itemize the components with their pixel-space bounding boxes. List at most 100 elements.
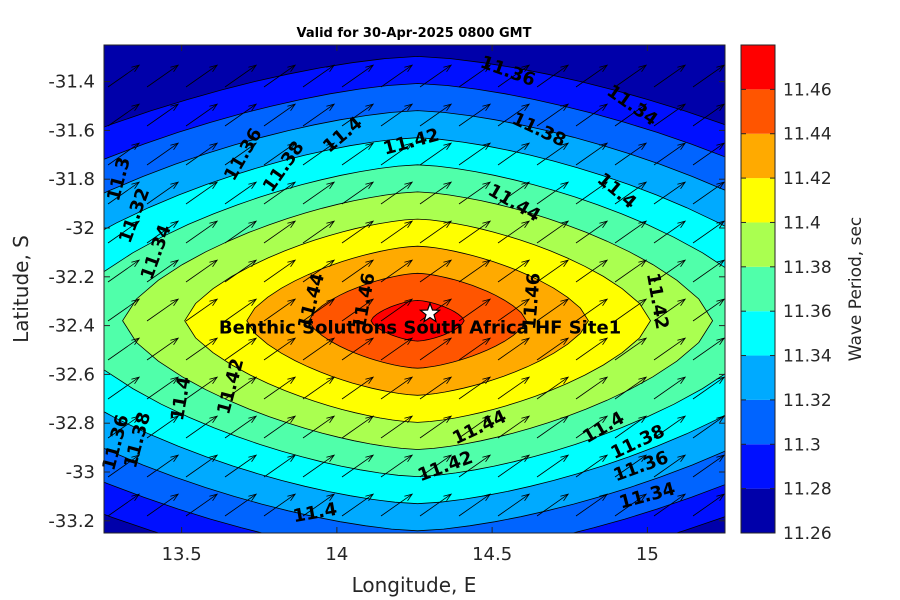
x-axis-label: Longitude, E (352, 573, 477, 597)
vector-arrow (653, 220, 687, 244)
vector-arrow (263, 64, 297, 88)
vector-arrow (692, 220, 725, 244)
vector-arrow (497, 376, 531, 400)
colorbar-label: Wave Period, sec (846, 217, 866, 362)
vector-arrow (224, 454, 258, 478)
vector-arrow (146, 259, 180, 283)
vector-arrow (692, 415, 725, 439)
vector-arrow (614, 337, 648, 361)
y-axis-label: Latitude, S (9, 235, 33, 343)
site-label: Benthic Solutions South Africa HF Site1 (219, 317, 621, 338)
vector-arrow (458, 64, 492, 88)
vector-arrow (536, 142, 570, 166)
vector-arrow (263, 220, 297, 244)
vector-arrow (185, 64, 219, 88)
vector-arrow (263, 337, 297, 361)
vector-arrow (614, 64, 648, 88)
y-tick-label: -32.6 (48, 364, 95, 385)
plot-frame (103, 44, 726, 534)
contour-line (104, 110, 725, 532)
colorbar-tick-label: 11.32 (783, 391, 832, 411)
vector-arrow (458, 298, 492, 322)
vector-arrow (458, 454, 492, 478)
vector-arrow (146, 454, 180, 478)
vector-arrow (263, 103, 297, 127)
vector-arrow (302, 493, 336, 517)
vector-arrow (224, 103, 258, 127)
vector-arrow (380, 181, 414, 205)
vector-arrow (536, 415, 570, 439)
current-vectors (107, 64, 725, 517)
vector-arrow (263, 181, 297, 205)
colorbar (740, 44, 776, 534)
colorbar-ticks: 11.26 11.28 11.3 11.32 11.34 11.36 11.38 11.4 11… (741, 80, 832, 544)
colorbar-tick-label: 11.44 (783, 125, 832, 145)
vector-arrow (458, 181, 492, 205)
vector-arrow (653, 454, 687, 478)
vector-arrow (653, 415, 687, 439)
vector-arrow (497, 103, 531, 127)
vector-arrow (302, 259, 336, 283)
vector-arrow (341, 181, 375, 205)
vector-arrow (107, 298, 141, 322)
vector-arrow (341, 415, 375, 439)
vector-arrow (458, 337, 492, 361)
vector-arrow (497, 493, 531, 517)
vector-arrow (341, 298, 375, 322)
vector-arrow (263, 259, 297, 283)
colorbar-tick-label: 11.4 (783, 213, 821, 233)
vector-arrow (146, 493, 180, 517)
vector-arrow (536, 493, 570, 517)
vector-arrow (380, 142, 414, 166)
vector-arrow (107, 142, 141, 166)
colorbar-swatch (741, 488, 775, 533)
vector-arrow (380, 493, 414, 517)
vector-arrow (692, 337, 725, 361)
vector-arrow (107, 64, 141, 88)
colorbar-tick-label: 11.3 (783, 435, 821, 455)
vector-arrow (419, 337, 453, 361)
y-tick-label: -32 (66, 218, 95, 239)
vector-arrow (653, 64, 687, 88)
vector-arrow (692, 181, 725, 205)
vector-arrow (146, 64, 180, 88)
vector-arrow (575, 259, 609, 283)
vector-arrow (107, 259, 141, 283)
vector-arrow (380, 103, 414, 127)
vector-arrow (536, 454, 570, 478)
vector-arrow (302, 103, 336, 127)
contour-line (370, 299, 465, 342)
vector-arrow (185, 298, 219, 322)
chart-title: Valid for 30-Apr-2025 0800 GMT (297, 26, 532, 41)
vector-arrow (692, 64, 725, 88)
vector-arrow (458, 376, 492, 400)
vector-arrow (107, 415, 141, 439)
vector-arrow (419, 142, 453, 166)
vector-arrow (185, 181, 219, 205)
vector-arrow (185, 337, 219, 361)
vector-arrow (224, 376, 258, 400)
x-tick-label: 14.5 (472, 544, 512, 565)
vector-arrow (458, 259, 492, 283)
contour-label: 11.46 (519, 272, 545, 331)
vector-arrow (341, 103, 375, 127)
vector-arrow (185, 493, 219, 517)
vector-arrow (536, 259, 570, 283)
x-tick-label: 15 (636, 544, 659, 565)
vector-arrow (653, 259, 687, 283)
colorbar-swatch (741, 444, 775, 489)
vector-arrow (380, 220, 414, 244)
vector-arrow (146, 142, 180, 166)
vector-arrow (224, 259, 258, 283)
vector-arrow (224, 142, 258, 166)
colorbar-tick-label: 11.26 (783, 524, 832, 544)
vector-arrow (341, 220, 375, 244)
vector-arrow (263, 415, 297, 439)
vector-arrow (185, 103, 219, 127)
vector-arrow (185, 220, 219, 244)
vector-arrow (185, 415, 219, 439)
vector-arrow (380, 454, 414, 478)
vector-arrow (146, 103, 180, 127)
vector-arrow (341, 259, 375, 283)
